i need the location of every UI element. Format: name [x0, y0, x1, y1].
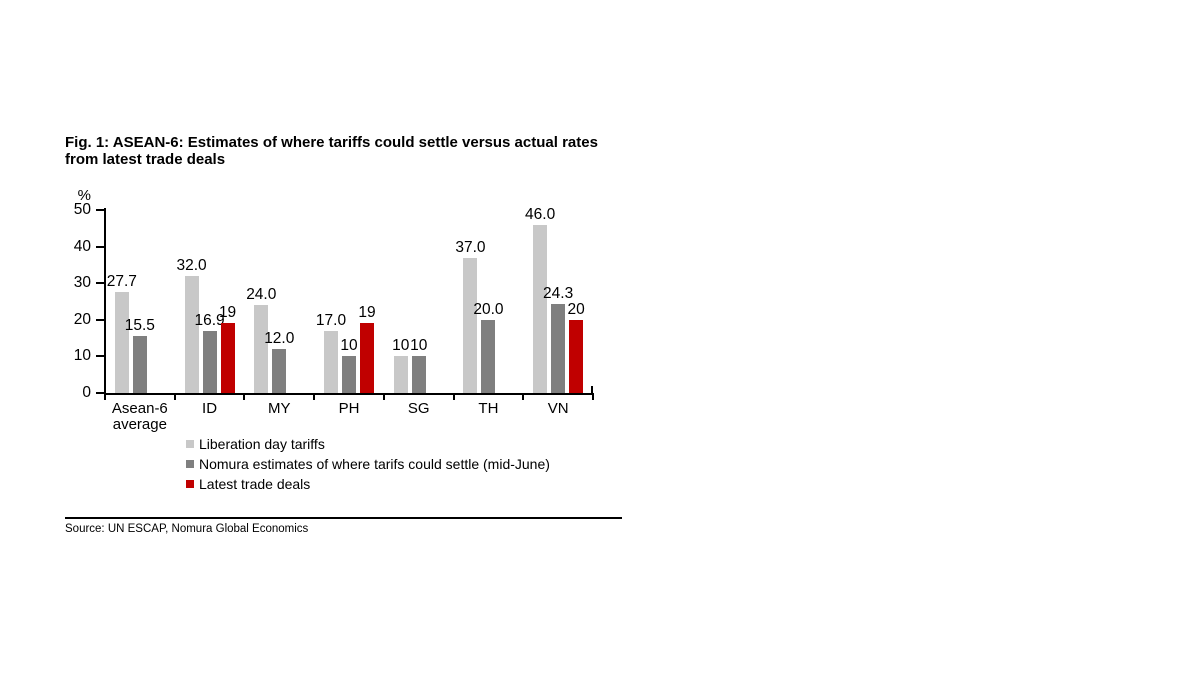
legend-swatch [186, 480, 194, 488]
x-axis-line [104, 393, 594, 395]
bar [184, 275, 199, 393]
bar-label: 32.0 [176, 256, 207, 274]
bar-label: 15.5 [124, 317, 155, 335]
x-tick-label: SG [407, 400, 430, 417]
bar-label: 10 [340, 337, 358, 355]
legend-item: Liberation day tariffs [186, 436, 550, 452]
bar [533, 224, 548, 393]
bar [481, 319, 496, 393]
bar-label: 10 [410, 337, 428, 355]
bar [551, 304, 566, 393]
bar-label: 16.9 [194, 312, 225, 330]
bar-label: 10 [392, 337, 410, 355]
legend-swatch [186, 460, 194, 468]
y-tick-mark [96, 245, 105, 248]
y-tick-label: 0 [82, 384, 91, 401]
y-tick-mark [96, 318, 105, 321]
bar [324, 330, 338, 393]
bar-label: 20.0 [473, 300, 504, 318]
axis-end-tick [591, 386, 593, 393]
x-tick-mark [104, 395, 106, 400]
legend-label: Nomura estimates of where tarifs could s… [199, 456, 550, 472]
bar [220, 323, 235, 393]
bar [569, 319, 584, 393]
y-axis-unit-label: % [77, 187, 91, 204]
bar-label: 20 [567, 300, 585, 318]
bar [132, 336, 147, 393]
y-tick-mark [96, 282, 105, 285]
bar [114, 291, 129, 393]
bar [202, 331, 217, 393]
bar [411, 356, 426, 393]
x-tick-label: TH [478, 400, 499, 417]
bar-label: 17.0 [315, 311, 347, 329]
divider-line [65, 517, 622, 519]
legend-swatch [186, 440, 194, 448]
bar [393, 356, 408, 393]
y-tick-mark [96, 355, 105, 358]
y-tick-label: 40 [73, 237, 91, 255]
bar [272, 349, 287, 393]
bar-label: 46.0 [525, 205, 556, 223]
bar [463, 257, 478, 393]
legend-item: Nomura estimates of where tarifs could s… [186, 456, 550, 472]
y-tick-label: 30 [73, 274, 91, 292]
legend-item: Latest trade deals [186, 476, 550, 492]
y-tick-mark [96, 209, 105, 211]
bar-label: 19 [218, 304, 237, 322]
bar [360, 323, 374, 393]
x-tick-mark [592, 395, 594, 400]
bar-label: 37.0 [455, 238, 486, 256]
y-tick-label: 50 [73, 201, 91, 218]
bar-label: 19 [358, 304, 376, 322]
y-axis-line [104, 208, 106, 398]
x-tick-label: PH [338, 400, 360, 417]
legend-label: Liberation day tariffs [199, 436, 325, 452]
bar-label: 12.0 [264, 330, 295, 348]
x-tick-label: MY [268, 400, 291, 417]
x-tick-mark [452, 395, 455, 400]
bar [342, 356, 356, 393]
y-tick-label: 10 [73, 347, 91, 365]
x-tick-mark [382, 395, 385, 400]
y-tick-label: 20 [73, 310, 91, 328]
x-tick-label: ID [202, 400, 218, 417]
source-note: Source: UN ESCAP, Nomura Global Economic… [65, 523, 309, 535]
chart-legend: Liberation day tariffs Nomura estimates o… [186, 436, 550, 496]
figure-title: Fig. 1: ASEAN-6: Estimates of where tari… [65, 134, 598, 168]
bar-label: 24.3 [543, 285, 574, 303]
x-tick-mark [522, 395, 525, 400]
bar-label: 27.7 [106, 272, 137, 290]
x-tick-mark [313, 395, 316, 400]
y-tick-mark [96, 392, 105, 394]
x-tick-label: Asean-6 average [111, 400, 168, 433]
legend-label: Latest trade deals [199, 476, 311, 492]
x-tick-mark [243, 395, 246, 400]
x-tick-mark [173, 395, 176, 400]
bar-label: 24.0 [246, 286, 277, 304]
x-tick-label: VN [547, 400, 569, 417]
bar [254, 305, 269, 393]
